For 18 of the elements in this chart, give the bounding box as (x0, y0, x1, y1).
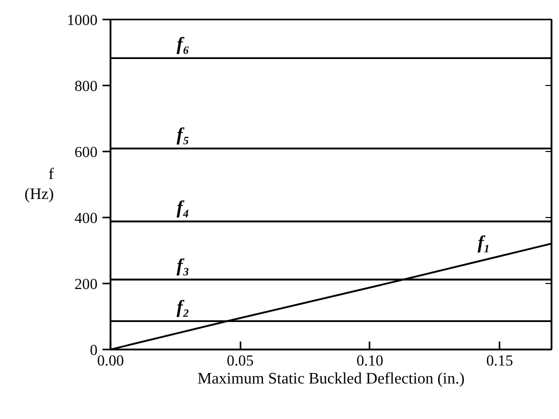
x-tick-label: 0.00 (97, 352, 124, 370)
series-label: f₆ (176, 34, 190, 56)
y-tick-label: 400 (74, 210, 98, 227)
series-label: f₃ (176, 256, 190, 277)
x-tick-label: 0.10 (356, 352, 384, 370)
y-tick-label: 600 (74, 144, 98, 161)
series-label: f₅ (176, 124, 190, 146)
series-label: f₄ (176, 197, 190, 218)
y-axis-title: f (Hz) (24, 166, 55, 204)
series-label: f₂ (176, 297, 190, 318)
x-tick-label: 0.15 (486, 352, 514, 370)
y-tick-label: 1000 (66, 12, 98, 29)
y-tick-label: 800 (74, 78, 98, 95)
x-tick-label: 0.05 (226, 352, 254, 370)
y-tick-label: 200 (74, 276, 98, 293)
x-axis-title: Maximum Static Buckled Deflection (in.) (197, 370, 465, 388)
series-label: f₁ (478, 232, 490, 254)
y-tick-label: 0 (90, 342, 98, 359)
